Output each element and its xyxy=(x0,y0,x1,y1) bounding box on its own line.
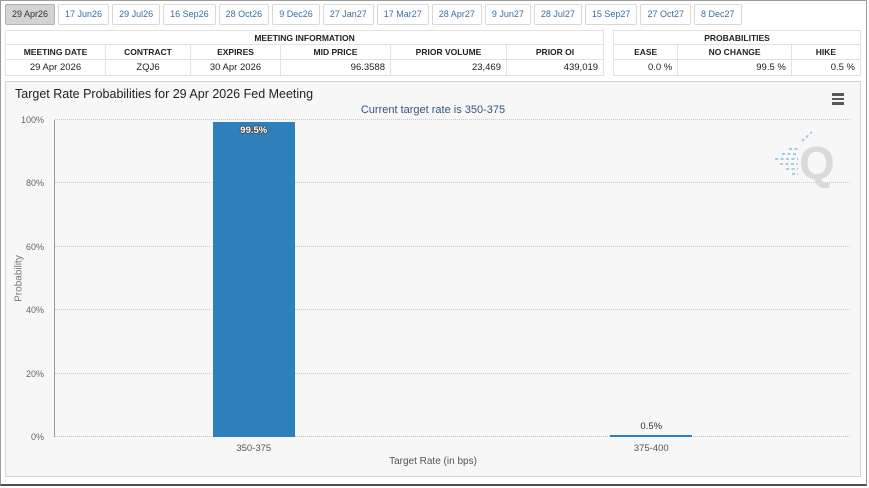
tab-meeting-date-10[interactable]: 28 Jul27 xyxy=(533,4,582,25)
probabilities-title: PROBABILITIES xyxy=(613,30,861,45)
meeting-date-value: 29 Apr 2026 xyxy=(5,59,106,76)
tab-meeting-date-9[interactable]: 9 Jun27 xyxy=(484,4,531,25)
col-expires: EXPIRES xyxy=(190,44,281,60)
hamburger-menu-icon[interactable] xyxy=(830,89,846,109)
col-prior-volume: PRIOR VOLUME xyxy=(390,44,507,60)
bar-value-label: 0.5% xyxy=(640,421,663,432)
tab-meeting-date-7[interactable]: 17 Mar27 xyxy=(376,4,429,25)
gridline xyxy=(55,182,850,184)
tab-meeting-date-2[interactable]: 29 Jul26 xyxy=(112,4,161,25)
prior-oi-value: 439,019 xyxy=(505,59,605,76)
chart-bar: 0.5% xyxy=(610,421,693,437)
gridline xyxy=(55,436,850,437)
probabilities-table: PROBABILITIES EASE NO CHANGE HIKE 0.0 % … xyxy=(613,30,862,76)
col-no-change: NO CHANGE xyxy=(677,44,792,60)
chart-bar: 99.5% xyxy=(212,121,295,437)
y-axis-tick-label: 100% xyxy=(20,115,44,125)
tab-meeting-date-12[interactable]: 27 Oct27 xyxy=(640,4,691,25)
plot-area: Q 99.5% 0.5% 350-375 375-400 xyxy=(54,119,850,454)
gridline xyxy=(55,119,850,120)
gridline xyxy=(55,372,850,374)
tab-meeting-date-13[interactable]: 8 Dec27 xyxy=(693,4,742,25)
tab-meeting-date-1[interactable]: 17 Jun26 xyxy=(58,4,110,25)
hike-value: 0.5 % xyxy=(790,59,862,76)
y-axis-tick-label: 60% xyxy=(25,241,44,252)
y-axis-tick-label: 40% xyxy=(25,305,44,316)
col-mid-price: MID PRICE xyxy=(280,44,391,60)
tab-meeting-date-0[interactable]: 29 Apr26 xyxy=(5,4,56,25)
prior-volume-value: 23,469 xyxy=(390,59,507,76)
ease-value: 0.0 % xyxy=(613,59,679,76)
quikstrike-q-logo: Q xyxy=(772,130,835,193)
no-change-value: 99.5 % xyxy=(677,59,792,76)
col-ease: EASE xyxy=(613,44,679,60)
bar-value-label: 99.5% xyxy=(240,124,268,136)
chart-subtitle: Current target rate is 350-375 xyxy=(360,104,506,116)
tab-meeting-date-6[interactable]: 27 Jan27 xyxy=(322,4,374,25)
gridline xyxy=(55,245,850,247)
info-tables-row: MEETING INFORMATION MEETING DATE CONTRAC… xyxy=(4,30,862,76)
target-rate-chart-panel: Target Rate Probabilities for 29 Apr 202… xyxy=(5,81,861,477)
contract-value: ZQJ6 xyxy=(105,59,191,76)
tab-meeting-date-4[interactable]: 28 Oct26 xyxy=(218,4,270,25)
x-axis-category-label: 350-375 xyxy=(236,443,272,454)
y-axis: 0% 20% 40% 60% 80% 100% xyxy=(6,115,54,442)
gridline xyxy=(55,309,850,311)
tab-meeting-date-5[interactable]: 9 Dec26 xyxy=(272,4,320,25)
y-axis-tick-label: 0% xyxy=(30,432,44,442)
x-axis-category-label: 375-400 xyxy=(633,443,669,454)
col-prior-oi: PRIOR OI xyxy=(505,44,605,60)
y-axis-tick-label: 80% xyxy=(25,178,44,189)
meeting-information-table: MEETING INFORMATION MEETING DATE CONTRAC… xyxy=(4,30,605,76)
col-meeting-date: MEETING DATE xyxy=(5,44,106,60)
svg-text:Q: Q xyxy=(799,137,834,188)
expires-value: 30 Apr 2026 xyxy=(190,59,281,76)
meeting-information-title: MEETING INFORMATION xyxy=(4,30,605,45)
x-axis-title: Target Rate (in bps) xyxy=(389,456,477,467)
tab-meeting-date-3[interactable]: 16 Sep26 xyxy=(163,4,216,25)
meeting-date-tabbar: 29 Apr26 17 Jun26 29 Jul26 16 Sep26 28 O… xyxy=(5,4,742,25)
col-hike: HIKE xyxy=(790,44,862,60)
chart-title: Target Rate Probabilities for 29 Apr 202… xyxy=(15,87,314,101)
col-contract: CONTRACT xyxy=(105,44,191,60)
y-axis-tick-label: 20% xyxy=(25,368,44,379)
mid-price-value: 96.3588 xyxy=(280,59,391,76)
tab-meeting-date-11[interactable]: 15 Sep27 xyxy=(584,4,638,25)
tab-meeting-date-8[interactable]: 28 Apr27 xyxy=(431,4,482,25)
